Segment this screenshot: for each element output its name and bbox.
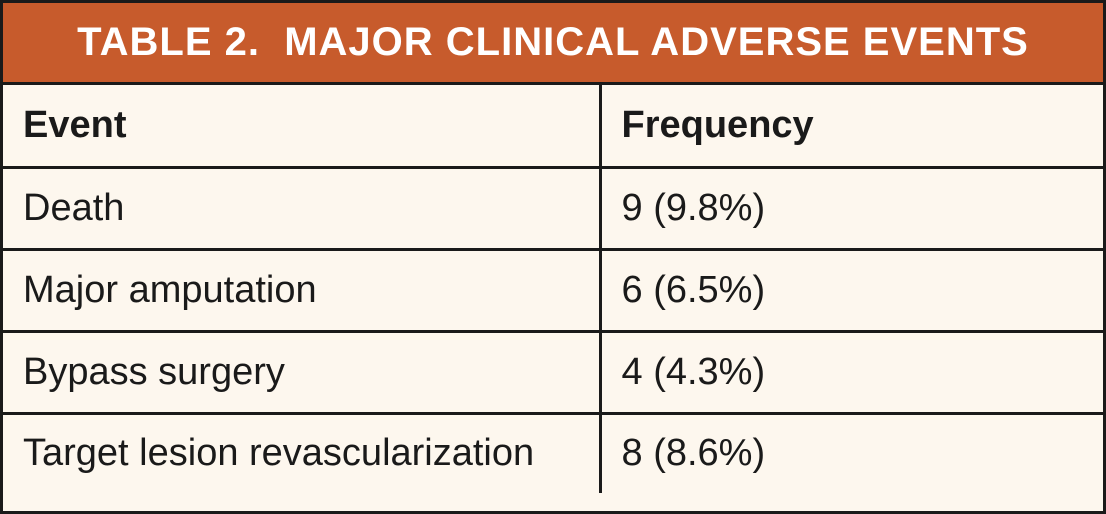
column-header-frequency: Frequency xyxy=(600,85,1103,169)
table-row: Death 9 (9.8%) xyxy=(3,167,1103,251)
table-header-row: Event Frequency xyxy=(3,85,1103,169)
event-cell: Death xyxy=(3,167,602,251)
column-header-event: Event xyxy=(3,85,602,169)
event-cell: Major amputation xyxy=(3,249,602,333)
table-row: Major amputation 6 (6.5%) xyxy=(3,249,1103,333)
table-title: TABLE 2. MAJOR CLINICAL ADVERSE EVENTS xyxy=(77,20,1029,64)
frequency-cell: 6 (6.5%) xyxy=(600,249,1103,333)
event-cell: Bypass surgery xyxy=(3,331,602,415)
table-title-bar: TABLE 2. MAJOR CLINICAL ADVERSE EVENTS xyxy=(3,3,1103,85)
table-row: Target lesion revascularization 8 (8.6%) xyxy=(3,413,1103,493)
frequency-cell: 8 (8.6%) xyxy=(621,432,766,475)
event-cell: Target lesion revascularization xyxy=(3,413,602,493)
frequency-cell: 9 (9.8%) xyxy=(600,167,1103,251)
frequency-cell: 4 (4.3%) xyxy=(600,331,1103,415)
table-row: Bypass surgery 4 (4.3%) xyxy=(3,331,1103,415)
adverse-events-table: Event Frequency Death 9 (9.8%) Major amp… xyxy=(3,85,1103,493)
